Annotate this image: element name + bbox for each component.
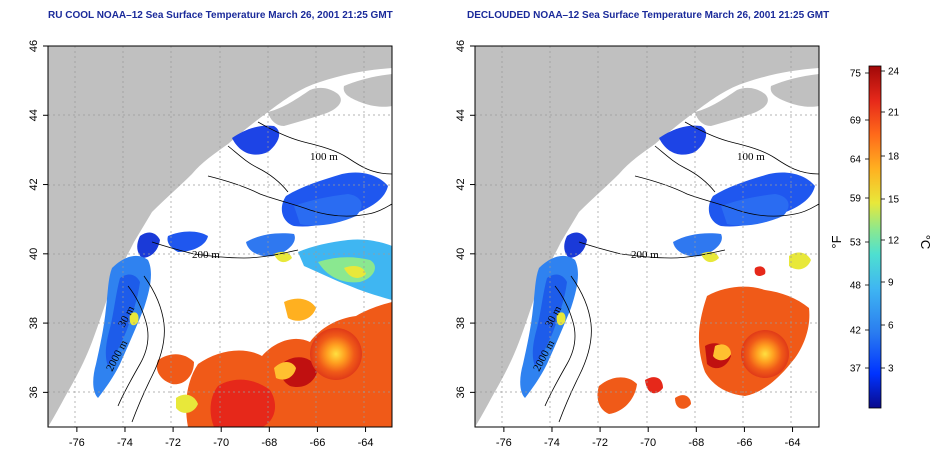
celsius-tick-label: 9: [888, 278, 894, 289]
lat-tick-label: 40: [455, 248, 467, 260]
celsius-tick-label: 21: [888, 108, 900, 119]
lat-tick-label: 36: [28, 386, 40, 398]
lon-tick-label: -68: [688, 437, 704, 449]
fahrenheit-tick-label: 37: [850, 364, 862, 375]
lon-tick-label: -66: [736, 437, 752, 449]
fahrenheit-tick-label: 53: [850, 238, 862, 249]
lat-tick-label: 38: [28, 317, 40, 329]
lon-tick-label: -72: [592, 437, 608, 449]
right-sst-map: 100 m 200 m 2000 m 30 m -76 -74 -72 -70 -68-…: [455, 40, 820, 449]
lon-tick-label: -76: [496, 437, 512, 449]
celsius-tick-label: 12: [888, 236, 900, 247]
celsius-tick-label: 6: [888, 321, 894, 332]
lat-tick-label: 40: [28, 248, 40, 260]
temperature-colorbar: 75 69 64 59 53 48 42 37 24 21 18 15 12 9 6 3 °F °C: [829, 65, 933, 409]
fahrenheit-unit-label: °F: [829, 235, 844, 248]
fahrenheit-tick-label: 59: [850, 194, 862, 205]
lon-tick-label: -66: [309, 437, 325, 449]
lon-tick-label: -64: [358, 437, 374, 449]
lon-tick-label: -72: [165, 437, 181, 449]
lat-tick-label: 38: [455, 317, 467, 329]
lon-tick-label: -70: [640, 437, 656, 449]
contour-label-100m-right: 100 m: [737, 151, 765, 163]
lat-tick-label: 46: [455, 40, 467, 52]
lon-tick-label: -74: [117, 437, 133, 449]
fahrenheit-tick-label: 69: [850, 116, 862, 127]
colorbar-ticks: 75 69 64 59 53 48 42 37 24 21 18 15 12 9 6 3: [850, 67, 900, 375]
celsius-tick-label: 15: [888, 195, 900, 206]
celsius-tick-label: 3: [888, 364, 894, 375]
lat-tick-label: 42: [28, 178, 40, 190]
lon-tick-label: -64: [785, 437, 801, 449]
fahrenheit-tick-label: 42: [850, 326, 862, 337]
lat-tick-label: 46: [28, 40, 40, 52]
celsius-tick-label: 24: [888, 67, 900, 78]
fahrenheit-tick-label: 75: [850, 69, 862, 80]
colorbar-gradient: [868, 65, 882, 409]
lat-tick-label: 42: [455, 178, 467, 190]
left-map-axes: -76 -74 -72 -70 -68 -66 -64 36 38 40 42 44 46: [28, 40, 374, 449]
celsius-tick-label: 18: [888, 152, 900, 163]
contour-label-200m: 200 m: [192, 249, 220, 261]
lat-tick-label: 44: [455, 109, 467, 121]
contour-label-200m-right: 200 m: [631, 249, 659, 261]
lon-tick-label: -76: [69, 437, 85, 449]
lon-tick-label: -70: [213, 437, 229, 449]
fahrenheit-tick-label: 64: [850, 155, 862, 166]
lon-tick-label: -74: [544, 437, 560, 449]
left-sst-map: 100 m 200 m 2000 m 30 m -76 -74 -72 -70 -68-…: [28, 40, 393, 449]
right-map-axes: -76 -74 -72 -70 -68 -66 -64 36 38 40 42 44 46: [455, 40, 801, 449]
lat-tick-label: 44: [28, 109, 40, 121]
right-map-title: DECLOUDED NOAA–12 Sea Surface Temperatur…: [467, 10, 830, 21]
celsius-unit-label: °C: [918, 235, 933, 250]
lat-tick-label: 36: [455, 386, 467, 398]
left-map-title: RU COOL NOAA–12 Sea Surface Temperature …: [48, 10, 393, 21]
lon-tick-label: -68: [261, 437, 277, 449]
fahrenheit-tick-label: 48: [850, 281, 862, 292]
contour-label-100m: 100 m: [310, 151, 338, 163]
